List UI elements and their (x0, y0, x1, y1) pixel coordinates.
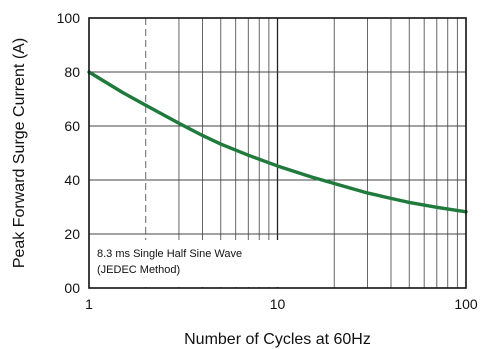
series-layer (87, 70, 468, 214)
x-tick-labels: 1 10 100 (85, 296, 478, 312)
x-tick-label-10: 10 (270, 296, 286, 312)
y-tick-labels: 00 20 40 60 80 100 (57, 10, 81, 296)
grid-lines (89, 18, 466, 288)
x-axis-label: Number of Cycles at 60Hz (184, 331, 371, 348)
annotation-line-2: (JEDEC Method) (97, 264, 180, 276)
series-line-1 (87, 70, 468, 214)
annotation-background (90, 240, 283, 287)
y-tick-label-100: 100 (57, 10, 81, 26)
annotation-box: 8.3 ms Single Half Sine Wave (JEDEC Meth… (90, 240, 283, 287)
y-tick-label-20: 20 (64, 226, 80, 242)
y-tick-label-0: 00 (64, 280, 80, 296)
y-tick-label-80: 80 (64, 64, 80, 80)
x-tick-label-1: 1 (85, 296, 93, 312)
plot-frame (88, 17, 467, 289)
x-tick-label-100: 100 (454, 296, 478, 312)
y-axis-label: Peak Forward Surge Current (A) (11, 38, 28, 268)
annotation-line-1: 8.3 ms Single Half Sine Wave (97, 248, 242, 260)
y-tick-label-60: 60 (64, 118, 80, 134)
y-tick-label-40: 40 (64, 172, 80, 188)
